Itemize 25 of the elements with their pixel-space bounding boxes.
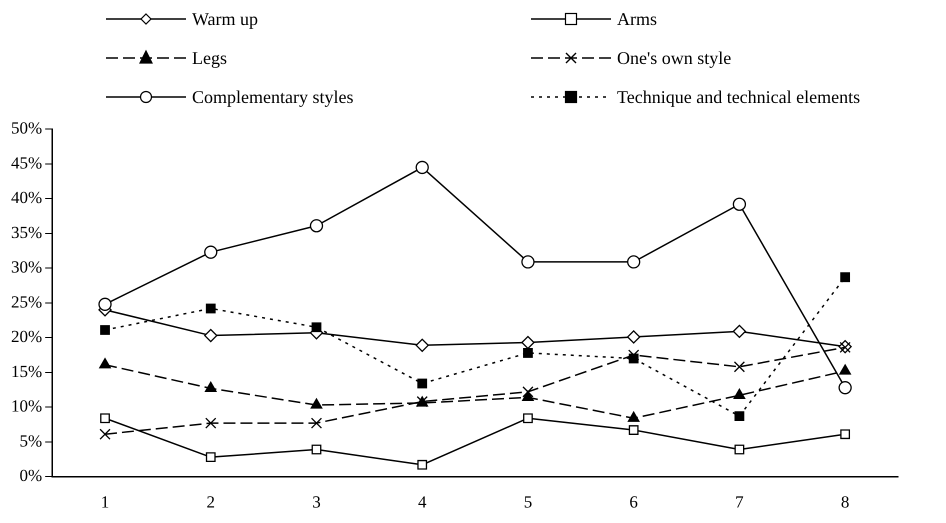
legend-label: Complementary styles xyxy=(192,86,354,108)
y-tick-label: 25% xyxy=(10,292,42,312)
x-tick-label: 4 xyxy=(418,492,427,512)
x-tick-label: 6 xyxy=(629,492,638,512)
y-tick-label: 30% xyxy=(10,258,42,277)
y-tick-label: 5% xyxy=(19,431,42,450)
y-tick-label: 40% xyxy=(10,188,42,208)
y-tick-label: 50% xyxy=(10,118,42,138)
x-tick-label: 7 xyxy=(735,492,744,512)
y-tick-label: 20% xyxy=(10,327,42,346)
legend-label: Technique and technical elements xyxy=(617,86,860,108)
y-tick-label: 15% xyxy=(10,362,42,381)
x-tick-label: 5 xyxy=(524,492,532,512)
y-tick-label: 35% xyxy=(10,222,42,242)
legend-label: Warm up xyxy=(192,8,258,30)
x-tick-label: 8 xyxy=(840,492,850,512)
x-tick-label: 3 xyxy=(312,492,321,512)
x-tick-label: 2 xyxy=(206,492,216,512)
y-tick-label: 45% xyxy=(10,153,42,172)
x-tick-label: 1 xyxy=(100,492,110,512)
legend-label: Arms xyxy=(617,8,657,30)
y-tick-label: 0% xyxy=(19,466,42,486)
legend-label: Legs xyxy=(192,48,227,68)
y-tick-label: 10% xyxy=(10,396,42,416)
legend-label: One's own style xyxy=(617,48,732,68)
